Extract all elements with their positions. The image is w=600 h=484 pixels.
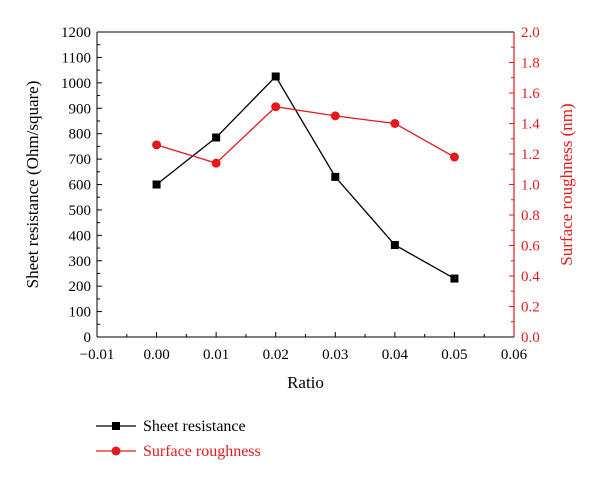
x-axis-title: Ratio — [287, 373, 324, 392]
bottom-tick-label: 0.04 — [382, 347, 409, 363]
sheet-resistance-point — [450, 274, 459, 283]
sheet-resistance-point — [152, 180, 161, 189]
right-tick-label: 0.6 — [521, 239, 540, 255]
left-tick-label: 300 — [69, 254, 92, 270]
left-tick-label: 1200 — [61, 25, 91, 41]
left-tick-label: 1100 — [62, 50, 91, 66]
left-tick-label: 500 — [69, 203, 92, 219]
surface-roughness-point — [390, 119, 400, 128]
sheet-resistance-point — [271, 72, 280, 81]
right-tick-label: 2.0 — [521, 25, 540, 41]
bottom-axis-ticks: −0.01 0.00 0.01 0.02 0.03 0.04 0.05 0.06 — [80, 332, 528, 363]
series-layer — [152, 72, 459, 283]
surface-roughness-point — [271, 102, 281, 112]
left-axis-ticks: 0 100 200 300 400 500 600 700 800 900 1000 1100 1200 — [61, 25, 102, 346]
right-tick-label: 0.2 — [521, 300, 540, 316]
surface-roughness-point — [449, 152, 459, 162]
bottom-tick-label: 0.01 — [203, 347, 229, 363]
series-line-1 — [156, 106, 455, 164]
right-tick-label: 1.2 — [521, 147, 540, 163]
left-tick-label: 600 — [69, 178, 92, 194]
left-tick-label: 0 — [84, 330, 92, 346]
right-tick-label: 1.8 — [521, 56, 540, 72]
surface-roughness-point — [211, 158, 221, 168]
sheet-resistance-point — [390, 240, 399, 249]
bottom-tick-label: 0.03 — [322, 347, 348, 363]
left-y-axis-title: Sheet resistance (Ohm/square) — [23, 81, 42, 289]
left-tick-label: 900 — [69, 101, 92, 117]
surface-roughness-point — [152, 140, 162, 150]
sheet-resistance-point — [331, 172, 340, 181]
left-tick-label: 400 — [69, 228, 92, 244]
legend-square-marker — [112, 422, 120, 430]
bottom-tick-label: 0.00 — [143, 347, 169, 363]
bottom-tick-label: 0.02 — [263, 347, 289, 363]
axis-titles: Ratio Sheet resistance (Ohm/square) Surf… — [23, 81, 576, 392]
left-tick-label: 800 — [69, 127, 92, 143]
bottom-tick-label: 0.06 — [501, 347, 528, 363]
series-line-0 — [156, 75, 455, 280]
left-tick-label: 1000 — [61, 76, 91, 92]
left-tick-label: 700 — [69, 152, 92, 168]
legend: Sheet resistance Surface roughness — [96, 418, 261, 460]
sheet-resistance-point — [212, 133, 221, 142]
bottom-tick-label: −0.01 — [80, 347, 115, 363]
right-tick-label: 0.0 — [521, 330, 540, 346]
right-tick-label: 0.8 — [521, 208, 540, 224]
left-tick-label: 200 — [69, 279, 92, 295]
right-axis-ticks: 0.0 0.2 0.4 0.6 0.8 1.0 1.2 1.4 1.6 1.8 2.0 — [509, 25, 540, 346]
right-tick-label: 1.4 — [521, 117, 540, 133]
right-y-axis-title: Surface roughness (nm) — [557, 103, 576, 265]
right-tick-label: 0.4 — [521, 269, 540, 285]
right-tick-label: 1.0 — [521, 178, 540, 194]
right-tick-label: 1.6 — [521, 86, 540, 102]
legend-label: Surface roughness — [143, 443, 261, 460]
surface-roughness-point — [330, 111, 340, 121]
legend-circle-marker — [111, 446, 121, 456]
left-tick-label: 100 — [69, 305, 92, 321]
legend-label: Sheet resistance — [143, 418, 246, 435]
bottom-tick-label: 0.05 — [441, 347, 467, 363]
